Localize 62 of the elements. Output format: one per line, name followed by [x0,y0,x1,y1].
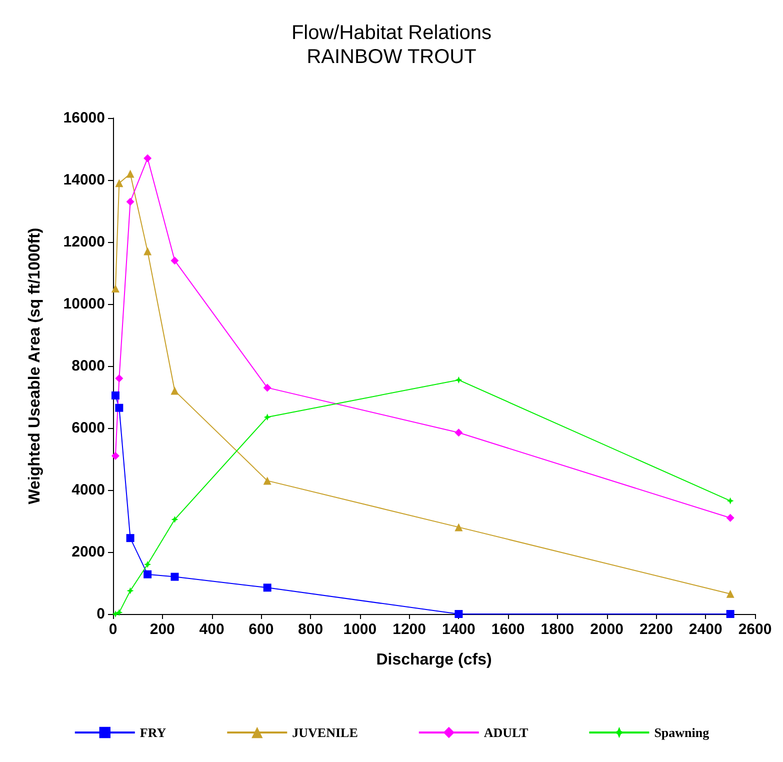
y-tick-label: 8000 [72,358,105,374]
point [263,384,272,392]
x-tick-label: 1400 [442,621,476,638]
point [170,572,179,581]
legend-label: JUVENILE [292,725,358,740]
point [115,374,124,382]
point [726,590,734,598]
point [116,608,123,616]
x-tick-label: 2200 [640,621,673,638]
point [454,428,463,437]
point [111,452,120,460]
x-tick-label: 2400 [688,621,722,638]
point [115,179,124,188]
point [264,414,271,421]
point [144,154,152,162]
x-tick-label: 800 [298,621,324,638]
point [263,476,272,485]
y-tick-label: 6000 [72,420,105,436]
y-tick-label: 14000 [63,172,105,188]
point [726,514,734,522]
point [126,587,134,594]
point [144,247,152,256]
point [111,284,120,292]
point [170,386,179,395]
point [170,256,179,265]
point [115,404,124,412]
y-tick-label: 12000 [63,234,105,250]
x-tick-label: 200 [150,621,175,638]
point [144,570,152,578]
point [726,497,734,504]
point [455,376,462,384]
x-tick-label: 1200 [392,621,426,638]
chart-subtitle: RAINBOW TROUT [306,46,476,68]
point [126,170,134,178]
point [726,610,734,618]
y-tick-label: 10000 [63,296,105,312]
x-tick-label: 2000 [590,621,624,638]
x-tick-label: 1000 [343,621,377,638]
point [144,560,152,568]
x-tick-label: 2600 [738,621,772,638]
point [263,584,272,592]
x-tick-label: 400 [199,621,224,638]
y-tick-label: 16000 [63,110,105,126]
point [126,534,134,542]
y-tick-label: 2000 [72,544,105,560]
x-tick-label: 0 [108,621,118,638]
x-axis-title: Discharge (cfs) [376,652,492,668]
x-tick-label: 600 [248,621,274,638]
chart-title: Flow/Habitat Relations [291,22,492,44]
point [111,391,120,400]
legend-label: ADULT [484,725,529,740]
point [171,516,178,523]
point [454,610,463,618]
point [454,523,463,532]
legend-label: Spawning [654,725,710,740]
y-tick-label: 4000 [72,482,105,498]
point [126,198,134,206]
x-tick-label: 1600 [491,621,525,638]
y-axis-title: Weighted Useable Area (sq ft/1000ft) [26,228,44,504]
y-tick-label: 0 [96,606,105,622]
x-tick-label: 1800 [540,621,574,638]
legend-label: FRY [140,725,167,740]
